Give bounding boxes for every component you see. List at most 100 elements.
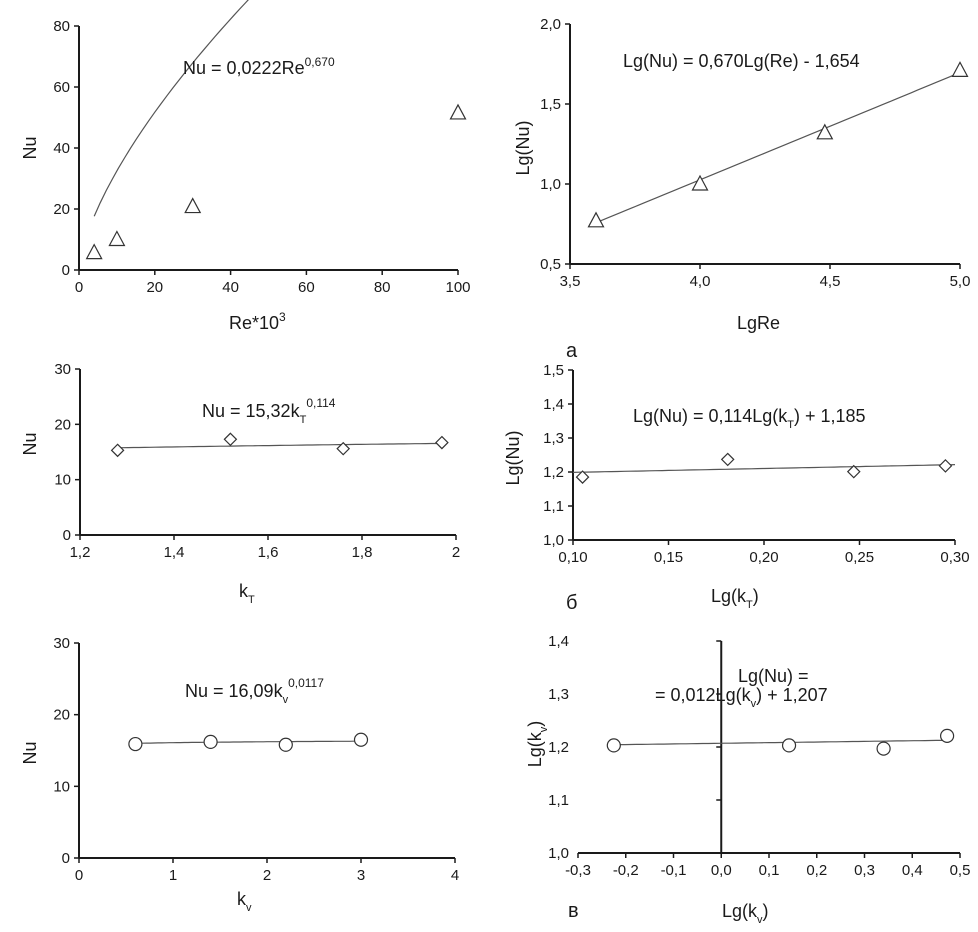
x-tick-label: -0,3 xyxy=(565,862,591,879)
y-tick-label: 1,1 xyxy=(548,792,569,809)
equation-line1: Lg(Nu) = xyxy=(738,666,809,686)
data-point-diamond xyxy=(938,459,953,473)
x-tick-label: 2 xyxy=(452,544,460,561)
data-point-circle xyxy=(781,738,797,753)
equation-label: = 0,012Lg(kv) + 1,207 xyxy=(655,685,828,710)
y-tick-label: 1,4 xyxy=(543,396,564,413)
data-point-diamond xyxy=(720,452,735,467)
y-tick-label: 0,5 xyxy=(540,256,561,273)
data-point-triangle xyxy=(816,123,834,140)
y-tick-label: 10 xyxy=(53,778,70,795)
data-point-triangle xyxy=(108,230,126,247)
panel-letter-a: а xyxy=(566,340,578,362)
data-point-diamond xyxy=(223,432,238,447)
x-tick-label: 3 xyxy=(357,867,365,884)
equation-label: Nu = 0,0222Re0,670 xyxy=(183,55,335,78)
y-tick-label: 1,0 xyxy=(540,176,561,193)
x-tick-label: 2 xyxy=(263,867,271,884)
data-point-circle xyxy=(876,741,891,756)
x-axis-label: Lg(kv) xyxy=(722,901,769,926)
x-tick-label: 0,30 xyxy=(940,549,969,566)
data-point-diamond xyxy=(846,464,861,479)
equation-label: Lg(Nu) = 0,114Lg(kT) + 1,185 xyxy=(633,406,866,431)
x-tick-label: 4 xyxy=(451,867,459,884)
y-tick-label: 1,5 xyxy=(543,362,564,379)
y-tick-label: 1,1 xyxy=(543,498,564,515)
y-tick-label: 0 xyxy=(63,527,71,544)
trend-line xyxy=(595,72,961,224)
x-axis-label: Re*103 xyxy=(229,310,286,333)
x-tick-label: 40 xyxy=(222,279,239,296)
y-axis-label: Lg(Nu) xyxy=(513,120,533,175)
data-point-diamond xyxy=(110,443,125,458)
x-tick-label: 1 xyxy=(169,867,177,884)
equation-label: Nu = 15,32kT0,114 xyxy=(202,396,336,426)
x-tick-label: 20 xyxy=(146,279,163,296)
data-point-diamond xyxy=(575,470,590,484)
y-axis-label: Nu xyxy=(20,136,40,159)
x-tick-label: 1,2 xyxy=(70,544,91,561)
x-tick-label: 0,4 xyxy=(902,862,923,879)
y-tick-label: 1,3 xyxy=(543,430,564,447)
x-tick-label: -0,1 xyxy=(661,862,687,879)
x-axis-label: LgRe xyxy=(737,313,780,333)
data-point-circle xyxy=(278,737,293,752)
data-point-triangle xyxy=(691,174,709,191)
data-point-triangle xyxy=(951,61,969,78)
y-tick-label: 1,2 xyxy=(543,464,564,481)
x-tick-label: 0,15 xyxy=(654,549,683,566)
x-tick-label: 0,1 xyxy=(759,862,780,879)
x-tick-label: 4,5 xyxy=(820,273,841,290)
y-tick-label: 1,2 xyxy=(548,739,569,756)
y-tick-label: 1,0 xyxy=(548,845,569,862)
x-axis-label: Lg(kT) xyxy=(711,586,759,611)
x-tick-label: 0,25 xyxy=(845,549,874,566)
x-tick-label: 80 xyxy=(374,279,391,296)
y-tick-label: 1,4 xyxy=(548,633,569,650)
x-tick-label: 60 xyxy=(298,279,315,296)
y-tick-label: 0 xyxy=(62,850,70,867)
x-tick-label: 3,5 xyxy=(560,273,581,290)
x-axis-label: kv xyxy=(237,889,252,914)
x-tick-label: 0,10 xyxy=(558,549,587,566)
equation-label: Nu = 16,09kv0,0117 xyxy=(185,676,324,706)
trend-line xyxy=(572,464,956,473)
x-tick-label: 5,0 xyxy=(950,273,971,290)
x-tick-label: 4,0 xyxy=(690,273,711,290)
x-tick-label: 0,20 xyxy=(749,549,778,566)
y-tick-label: 20 xyxy=(53,201,70,218)
x-axis-label: kT xyxy=(239,581,255,606)
trend-line xyxy=(93,0,249,217)
y-axis-label: Lg(kv) xyxy=(525,721,550,768)
x-tick-label: 0 xyxy=(75,867,83,884)
x-tick-label: 1,6 xyxy=(258,544,279,561)
panel-letter-c: в xyxy=(568,900,579,922)
trend-line xyxy=(117,442,442,449)
x-tick-label: -0,2 xyxy=(613,862,639,879)
y-tick-label: 30 xyxy=(54,361,71,378)
chart-panel-6: -0,3 -0,2 -0,1 0,0 0,1 0,2 0,3 0,4 0,5 1,0 1,1 1,2 1… xyxy=(525,633,970,926)
y-tick-label: 0 xyxy=(62,262,70,279)
x-tick-label: 0,2 xyxy=(806,862,827,879)
y-axis-label: Lg(Nu) xyxy=(503,430,523,485)
x-tick-label: 1,4 xyxy=(164,544,185,561)
y-tick-label: 80 xyxy=(53,18,70,35)
chart-panel-2: 3,5 4,0 4,5 5,0 0,5 1,0 1,5 2,0 LgRe Lg(Nu) Lg(Nu)… xyxy=(513,16,970,333)
trend-line xyxy=(135,740,361,744)
y-tick-label: 1,5 xyxy=(540,96,561,113)
x-tick-label: 0,0 xyxy=(711,862,732,879)
y-tick-label: 30 xyxy=(53,635,70,652)
data-point-triangle xyxy=(449,103,467,120)
data-point-circle xyxy=(353,732,369,747)
trend-line xyxy=(613,739,948,746)
x-tick-label: 0,3 xyxy=(854,862,875,879)
panel-letter-b: б xyxy=(566,592,577,614)
equation-label: Lg(Nu) = 0,670Lg(Re) - 1,654 xyxy=(623,51,860,71)
y-tick-label: 10 xyxy=(54,472,71,489)
x-tick-label: 100 xyxy=(445,279,470,296)
x-tick-label: 0,5 xyxy=(950,862,971,879)
chart-panel-4: 0,10 0,15 0,20 0,25 0,30 1,0 1,1 1,2 1,3 1,4 1,5 Lg… xyxy=(503,362,970,611)
data-point-triangle xyxy=(587,211,605,228)
y-tick-label: 1,0 xyxy=(543,532,564,549)
